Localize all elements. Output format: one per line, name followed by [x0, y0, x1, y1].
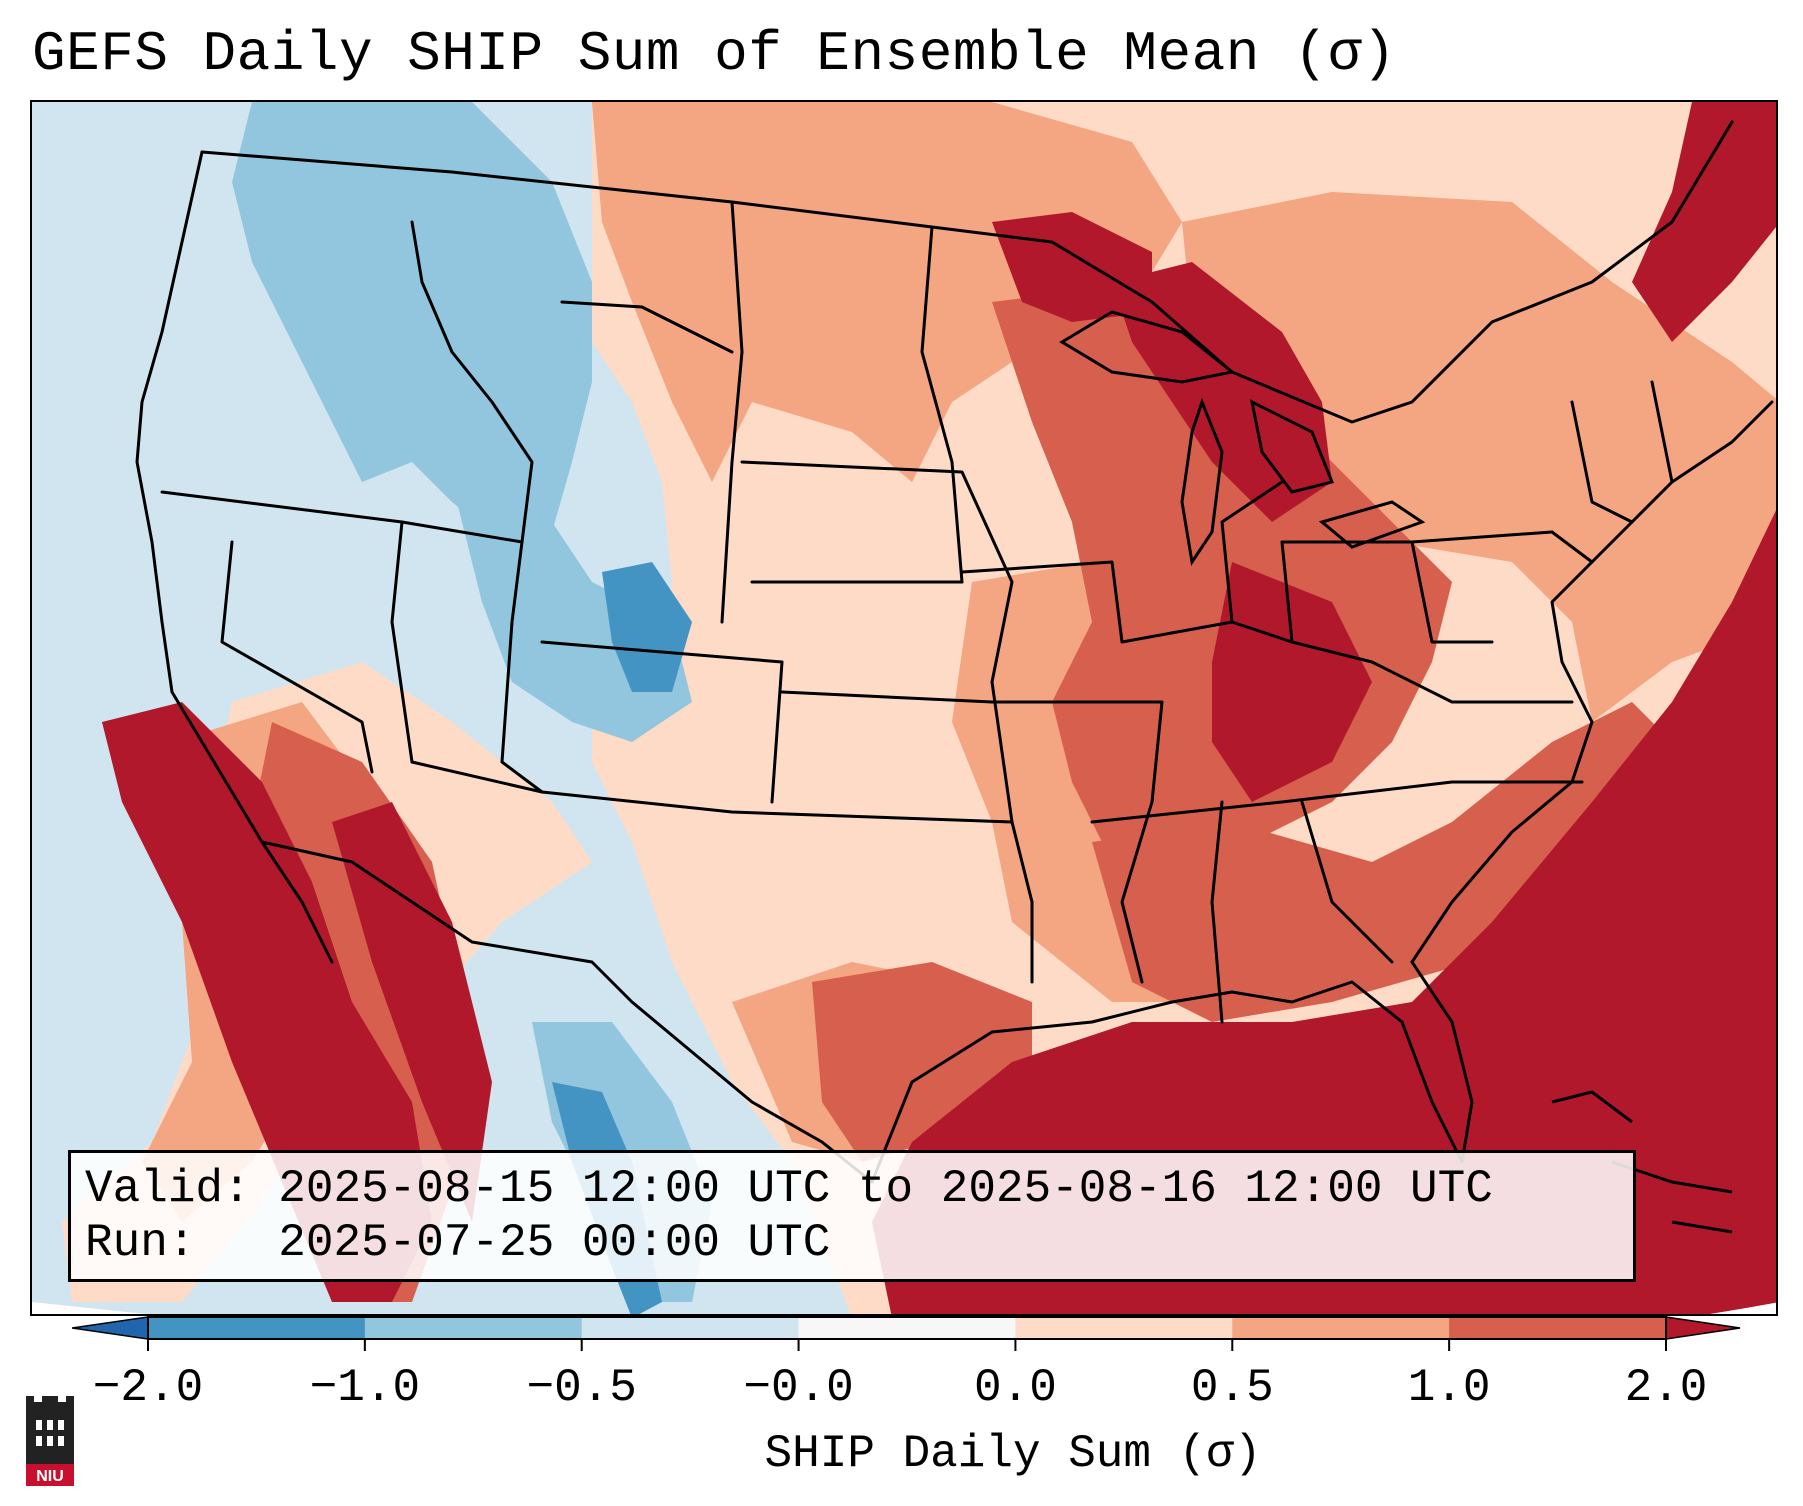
valid-value: 2025-08-15 12:00 UTC to 2025-08-16 12:00…: [278, 1163, 1493, 1215]
valid-label: Valid:: [85, 1163, 251, 1215]
lake-erie: [1318, 500, 1426, 549]
field-salmon-northeast: [1182, 192, 1776, 722]
colorbar-tick-label: −0.0: [743, 1362, 854, 1414]
colorbar-bin: [1449, 1317, 1667, 1339]
colorbar-tick-label: 2.0: [1624, 1362, 1708, 1414]
colorbar-tick-label: −2.0: [92, 1362, 204, 1414]
niu-logo-text: NIU: [36, 1468, 64, 1485]
field-red-northeast-strip: [1632, 102, 1776, 342]
colorbar-tick-label: −0.5: [526, 1362, 637, 1414]
lake-superior: [1059, 310, 1236, 384]
colorbar-tick-label: 1.0: [1407, 1362, 1491, 1414]
niu-logo: NIU: [26, 1396, 74, 1486]
colorbar: [72, 1316, 1741, 1351]
colorbar-bin: [798, 1317, 1016, 1339]
map-panel: Valid: 2025-08-15 12:00 UTC to 2025-08-1…: [30, 100, 1778, 1316]
gulf-coast: [870, 960, 1474, 1184]
valid-line: Valid: 2025-08-15 12:00 UTC to 2025-08-1…: [85, 1162, 1619, 1216]
colorbar-title: SHIP Daily Sum (σ): [764, 1428, 1262, 1480]
ship-field-map: [32, 102, 1776, 1314]
field-red-baja: [332, 802, 492, 1222]
colorbar-bin: [1232, 1317, 1450, 1339]
field-red-atlantic-gulf: [872, 502, 1776, 1314]
colorbar-bin: [148, 1317, 366, 1339]
colorbar-bin: [364, 1317, 583, 1339]
run-value: 2025-07-25 00:00 UTC: [278, 1217, 831, 1269]
colorbar-bin: [1015, 1317, 1233, 1339]
colorbar-frame: [147, 1316, 1667, 1340]
colorbar-bin: [581, 1317, 800, 1339]
field-blue-colorado: [602, 562, 692, 692]
field-blue-idaho: [362, 262, 452, 422]
colorbar-tick-label: 0.5: [1190, 1362, 1274, 1414]
run-line: Run: 2025-07-25 00:00 UTC: [85, 1216, 1619, 1270]
run-label: Run:: [85, 1217, 196, 1269]
colorbar-tick-label: −1.0: [309, 1362, 421, 1414]
great-lakes: [1059, 310, 1426, 566]
lake-michigan: [1180, 397, 1224, 566]
colorbar-extend-low: [72, 1316, 149, 1340]
map-title: GEFS Daily SHIP Sum of Ensemble Mean (σ): [32, 22, 1397, 86]
colorbar-tick-label: 0.0: [974, 1362, 1057, 1414]
us-mexico-border: [260, 840, 874, 1184]
atlantic-coast: [1410, 400, 1774, 964]
lake-huron: [1249, 399, 1335, 494]
colorbar-extend-high: [1665, 1316, 1741, 1340]
field-red-ohio-valley: [1212, 562, 1372, 802]
validity-info-box: Valid: 2025-08-15 12:00 UTC to 2025-08-1…: [68, 1150, 1636, 1282]
